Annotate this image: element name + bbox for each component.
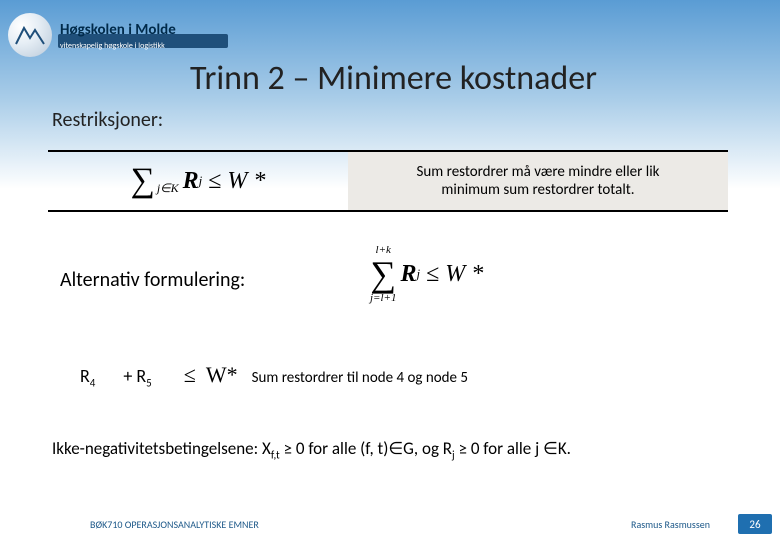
rel-leq: ≤ (208, 168, 221, 195)
alt-sum-var: R (400, 261, 416, 288)
alt-formulation-label: Alternativ formulering: (60, 268, 245, 292)
slide: Høgskolen i Molde vitenskapelig høgskole… (0, 0, 780, 540)
footer-author: Rasmus Rasmussen (631, 518, 710, 531)
nonneg-mid2: ≥ 0 for alle j ∈K. (455, 438, 571, 459)
non-negativity: Ikke-negativitetsbetingelsene: Xf,t ≥ 0 … (52, 438, 571, 461)
logo-circle (8, 13, 52, 57)
nonneg-pre: Ikke-negativitetsbetingelsene: X (52, 438, 271, 459)
alt-rhs: W * (445, 261, 483, 288)
constraint-row: ∑ j∈K R j ≤ W * Sum restordrer må være m… (48, 150, 728, 212)
ex-desc: Sum restordrer til node 4 og node 5 (252, 369, 468, 387)
constraints-label: Restriksjoner: (52, 108, 163, 132)
rhs-wstar: W * (227, 168, 265, 195)
nonneg-x-sub: f,t (271, 448, 280, 461)
ex-rel: ≤ (184, 362, 196, 388)
footer-course: BØK710 OPERASJONSANALYTISKE EMNER (90, 518, 259, 531)
slide-title: Trinn 2 – Minimere kostnader (190, 58, 597, 99)
ex-r5-sub: 5 (146, 377, 152, 390)
brand-name: Høgskolen i Molde (60, 21, 176, 39)
ex-r4: R (80, 365, 90, 387)
brand-tagline: vitenskapelig høgskole i logistikk (60, 41, 176, 51)
alt-formula: l+k ∑ j=l+1 R j ≤ W * (370, 244, 483, 304)
alt-sum-sub: j (416, 266, 420, 282)
sigma-icon: ∑ (131, 164, 155, 198)
ex-wstar: W* (206, 362, 238, 388)
constraint-formula: ∑ j∈K R j ≤ W * (48, 152, 348, 210)
brand-text: Høgskolen i Molde vitenskapelig høgskole… (60, 21, 176, 49)
footer: BØK710 OPERASJONSANALYTISKE EMNER Rasmus… (0, 514, 780, 534)
constraint-desc: Sum restordrer må være mindre eller lik … (348, 152, 728, 210)
sum-var-sub: j (199, 173, 203, 189)
desc-line1: Sum restordrer må være mindre eller lik (417, 163, 660, 181)
ex-r4-sub: 4 (90, 377, 96, 390)
nonneg-mid1: ≥ 0 for alle (f, t)∈G, og R (280, 438, 452, 459)
alt-rel: ≤ (426, 261, 439, 288)
ex-plus-r5: + R (123, 365, 146, 387)
alt-sum-bottom: j=l+1 (370, 292, 396, 304)
example-inequality: R4 + R5 ≤ W* Sum restordrer til node 4 o… (80, 362, 468, 390)
desc-line2: minimum sum restordrer totalt. (441, 181, 634, 199)
sum-var: R (183, 168, 199, 195)
sum-index: j∈K (157, 181, 179, 196)
mountain-icon (15, 24, 45, 46)
sigma-icon: ∑ (370, 256, 396, 292)
page-number: 26 (738, 514, 772, 534)
brand-header: Høgskolen i Molde vitenskapelig høgskole… (0, 10, 320, 60)
